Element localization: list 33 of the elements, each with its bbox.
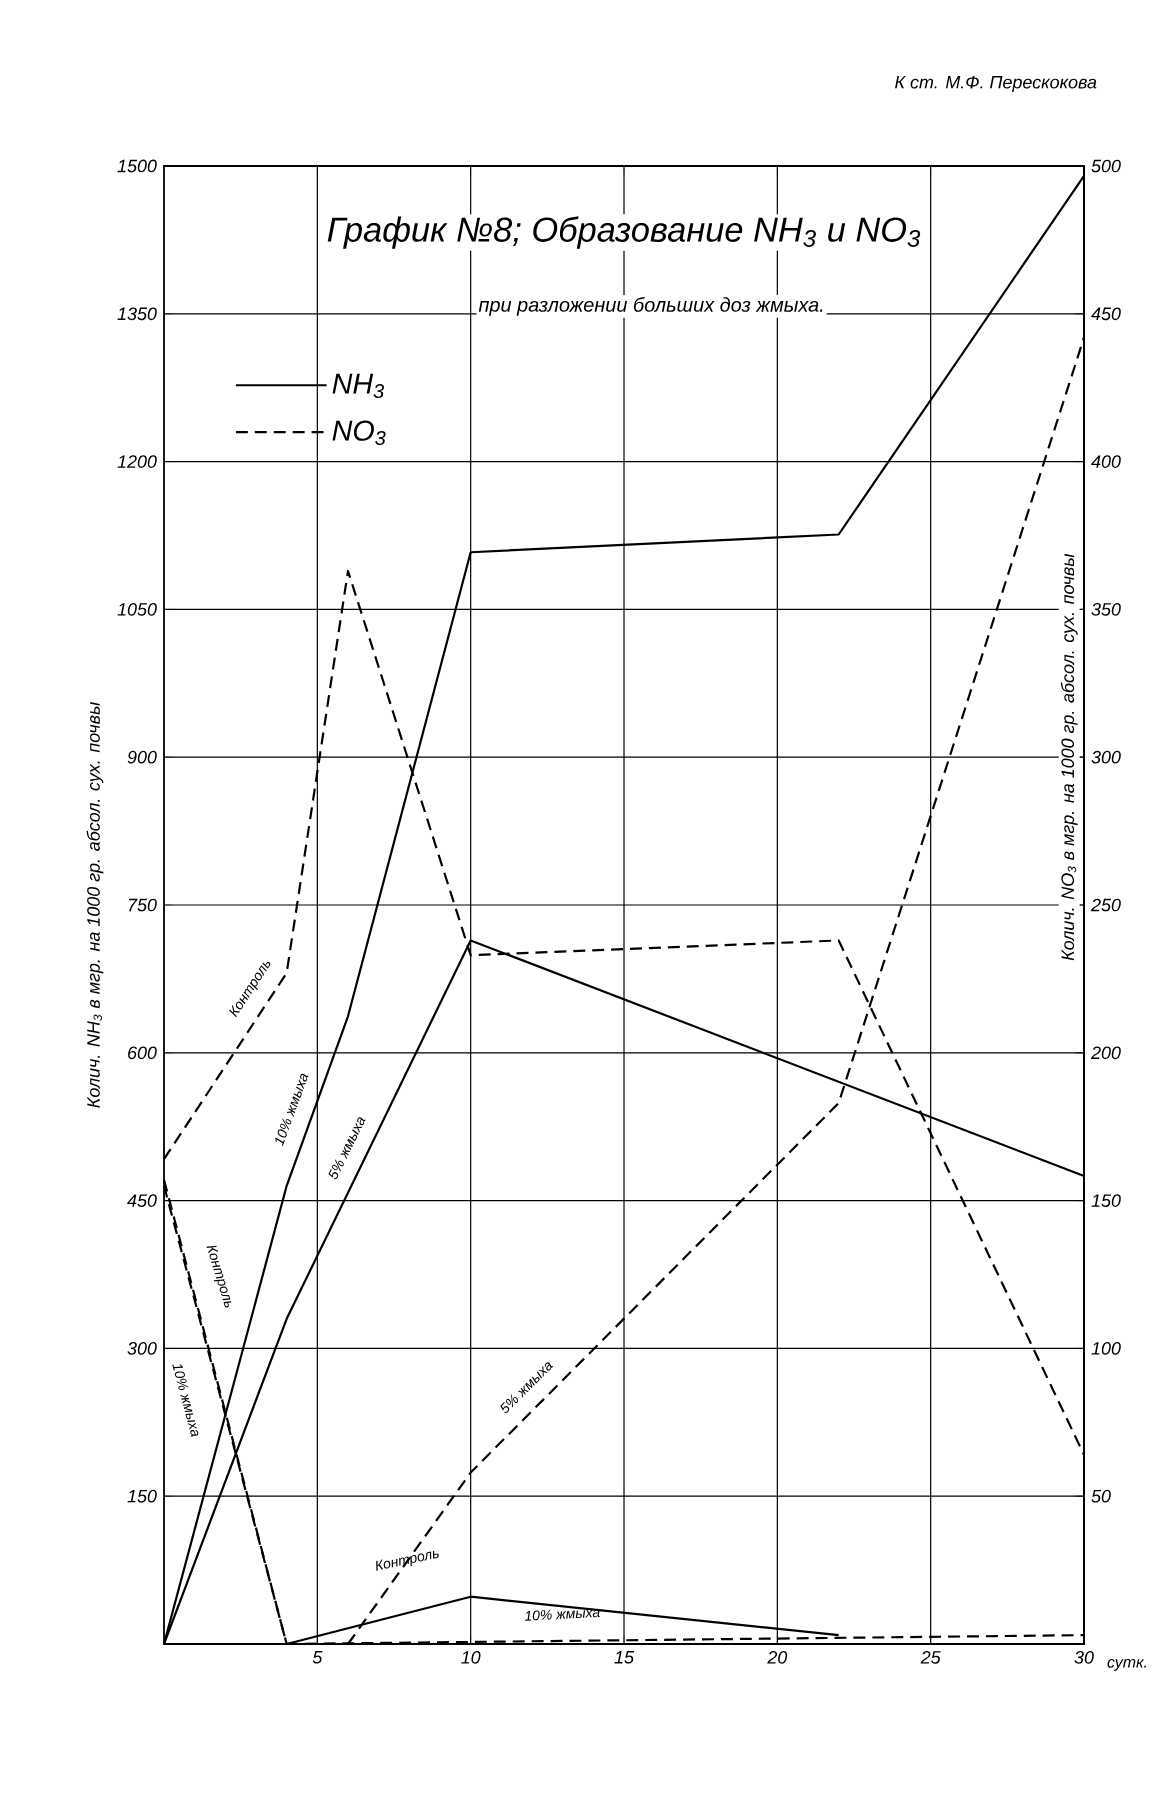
y-tick-label: 750 [128, 898, 157, 912]
y2-tick-label: 50 [1091, 1489, 1111, 1503]
y-tick-label: 300 [127, 1342, 157, 1355]
x-tick-label: 20 [767, 1651, 788, 1664]
y-tick-label: 1200 [117, 455, 157, 468]
y2-tick-label: 250 [1090, 898, 1121, 912]
y-tick-label: 1500 [117, 159, 157, 173]
y-tick-label: 900 [127, 750, 157, 764]
y2-tick-label: 400 [1091, 455, 1121, 468]
y-tick-label: 150 [127, 1489, 157, 1503]
text: График №8; Образование NH$_{3}$ и NO$_{3}$ [327, 216, 921, 249]
y2-tick-label: 150 [1091, 1194, 1121, 1207]
y-tick-label: 1050 [117, 603, 157, 616]
x-tick-label: 15 [614, 1651, 635, 1664]
text: при разложении больших доз жмыха. [478, 297, 823, 316]
x-tick-label: 5 [312, 1651, 323, 1664]
x-tick-label: 10 [461, 1651, 481, 1664]
y2-tick-label: 100 [1091, 1342, 1121, 1355]
x-tick-label: 25 [920, 1651, 941, 1664]
y-tick-label: 1350 [117, 307, 157, 321]
x-tick-label: 30 [1074, 1651, 1094, 1664]
legend-label: NO$_{3}$ [332, 420, 386, 446]
y2-tick-label: 300 [1091, 750, 1121, 764]
y-axis-title: Колич. NH$_{3}$ в мгр. на 1000 гр. абсол. сух. почвы [86, 702, 104, 1108]
y2-axis-title: Колич. NO$_{3}$ в мгр. на 1000 гр. абсол. сух. почвы [1060, 553, 1078, 961]
y2-tick-label: 200 [1090, 1046, 1121, 1060]
text: К ст. М.Ф. Перескокова [895, 75, 1097, 93]
y-tick-label: 450 [127, 1194, 157, 1207]
legend-label: NH$_{3}$ [332, 373, 385, 399]
y-tick-label: 600 [128, 1046, 157, 1060]
y2-tick-label: 350 [1091, 603, 1121, 616]
y2-tick-label: 450 [1091, 307, 1121, 321]
y2-tick-label: 500 [1091, 159, 1121, 173]
